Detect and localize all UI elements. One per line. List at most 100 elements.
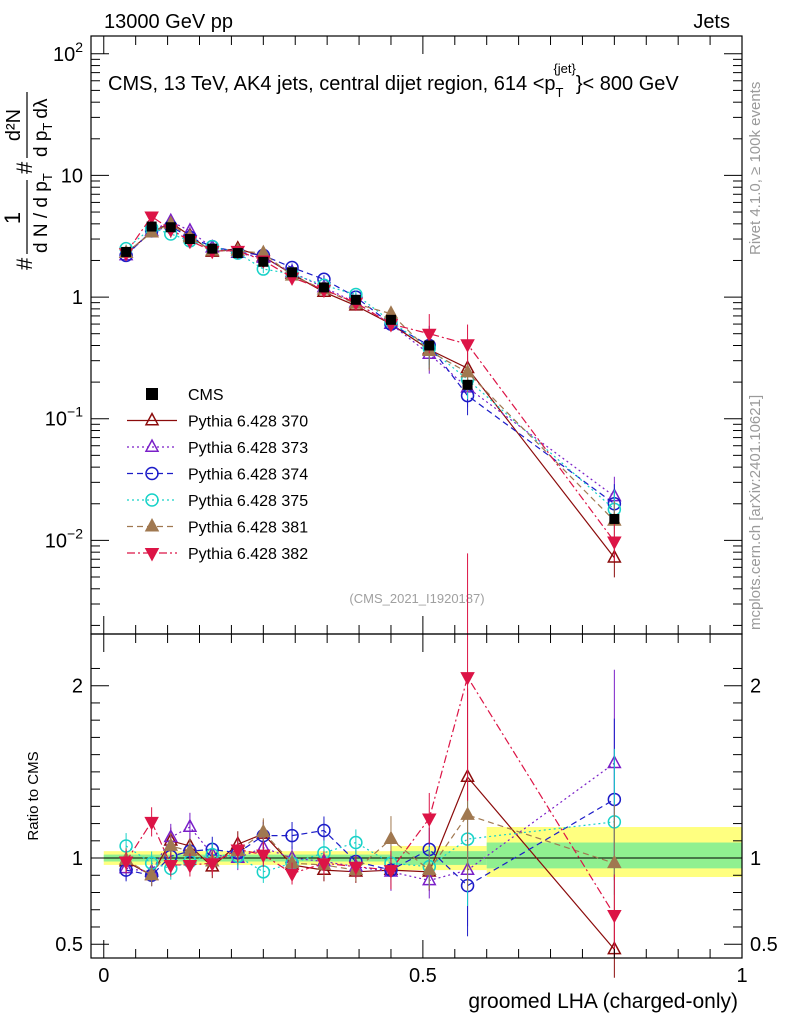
- analysis-id: (CMS_2021_I1920187): [349, 591, 484, 606]
- legend-item-5: Pythia 6.428 375: [127, 493, 308, 510]
- legend-marker: [144, 438, 160, 452]
- x-tick-label: 0: [98, 965, 109, 987]
- legend-label: Pythia 6.428 382: [188, 546, 308, 563]
- cms-data-point: [287, 267, 298, 278]
- cms-data-point: [318, 282, 329, 293]
- data-point-main: [607, 536, 622, 550]
- cms-data-point: [165, 222, 176, 233]
- cms-data-point: [462, 379, 473, 390]
- cms-data-point: [232, 248, 243, 259]
- main-y-tick-label: 10−2: [45, 525, 83, 552]
- data-point-ratio: [607, 854, 622, 869]
- cms-data-point: [258, 256, 269, 267]
- data-point-ratio: [144, 866, 159, 881]
- x-axis-label: groomed LHA (charged-only): [468, 990, 738, 1013]
- legend-marker: [144, 518, 160, 532]
- data-point-ratio: [284, 868, 300, 883]
- legend-item-4: Pythia 6.428 374: [127, 467, 308, 484]
- legend-item-7: Pythia 6.428 382: [127, 546, 308, 563]
- series-line-ratio: [126, 762, 615, 882]
- data-point-ratio: [383, 865, 399, 879]
- main-y-axis-label: # 1 d N / d pT # d²N d pTdλ: [0, 92, 55, 270]
- series-line-main: [125, 223, 615, 522]
- data-point-ratio: [460, 672, 475, 686]
- x-tick-label: 1: [736, 965, 747, 987]
- series-2: [118, 212, 622, 927]
- legend-item-1: CMS: [146, 387, 224, 404]
- legend: CMS Pythia 6.428 370 Pythia 6.428 373 Pythi…: [127, 387, 308, 563]
- series-4: [119, 221, 622, 907]
- series-line-ratio: [125, 814, 615, 877]
- main-y-tick-label: 102: [53, 39, 83, 66]
- data-point-main: [460, 339, 475, 353]
- legend-item-3: Pythia 6.428 373: [127, 438, 308, 457]
- cms-data-point: [207, 243, 218, 254]
- ratio-y-axis-label: Ratio to CMS: [25, 751, 42, 840]
- legend-label: Pythia 6.428 375: [188, 493, 308, 510]
- data-point-ratio: [118, 856, 134, 870]
- mcplots-label: mcplots.cern.ch [arXiv:2401.10621]: [747, 395, 764, 630]
- legend-item-6: Pythia 6.428 381: [127, 518, 308, 537]
- x-tick-label: 0.5: [409, 965, 437, 987]
- legend-marker: [144, 412, 160, 426]
- jets-label: Jets: [693, 11, 730, 33]
- legend-label: Pythia 6.428 370: [188, 414, 308, 431]
- ylabel-hash-1: #: [12, 257, 37, 270]
- rivet-label: Rivet 4.1.0, ≥ 100k events: [747, 82, 764, 255]
- ylabel-denominator-2: d pTdλ: [31, 98, 55, 157]
- cms-data-point: [146, 221, 157, 232]
- data-point-main: [460, 364, 475, 378]
- energy-label: 13000 GeV pp: [104, 11, 233, 33]
- ylabel-numerator-2: d²N: [3, 109, 25, 141]
- data-point-ratio: [205, 858, 220, 872]
- series-line-main: [125, 227, 615, 510]
- main-y-tick-label: 10: [61, 165, 83, 187]
- data-point-ratio: [230, 844, 246, 858]
- legend-marker: [146, 388, 158, 400]
- legend-marker: [145, 466, 159, 481]
- data-point-ratio: [285, 828, 299, 843]
- cms-data-point: [609, 513, 620, 524]
- main-y-tick-label: 10−1: [45, 404, 83, 431]
- data-point-ratio: [182, 859, 198, 874]
- ratio-plot-frame: [90, 633, 743, 959]
- data-point-ratio: [256, 849, 271, 864]
- ratio-y-tick-label-right: 0.5: [750, 934, 778, 956]
- series-5: [118, 215, 622, 922]
- ratio-y-tick-label: 2: [72, 676, 83, 698]
- series-line-ratio: [125, 675, 615, 916]
- data-point-main: [422, 328, 437, 343]
- ratio-y-tick-label-right: 1: [750, 848, 761, 870]
- data-point-ratio: [182, 818, 198, 832]
- ratio-y-tick-label-right: 2: [750, 676, 761, 698]
- data-point-ratio: [348, 861, 364, 876]
- legend-item-2: Pythia 6.428 370: [127, 412, 308, 431]
- main-y-tick-label: 1: [72, 287, 83, 309]
- data-point-ratio: [460, 806, 475, 820]
- ylabel-denominator-1: d N / d pT: [31, 173, 55, 253]
- legend-label: Pythia 6.428 373: [188, 440, 308, 457]
- cms-data-point: [121, 246, 132, 257]
- legend-marker: [145, 493, 159, 507]
- ratio-y-tick-label: 1: [72, 848, 83, 870]
- series-layer: [118, 211, 622, 978]
- cms-data-point: [350, 294, 361, 305]
- ylabel-hash-2: #: [12, 161, 37, 174]
- data-point-ratio: [316, 858, 332, 872]
- data-point-ratio: [383, 830, 399, 845]
- data-point-ratio: [163, 837, 179, 851]
- data-point-ratio: [163, 859, 179, 874]
- cms-data-point: [184, 234, 195, 245]
- legend-label: Pythia 6.428 374: [188, 467, 308, 484]
- cms-data-point: [424, 340, 435, 351]
- plot-title: CMS, 13 TeV, AK4 jets, central dijet reg…: [108, 61, 679, 100]
- data-point-main: [607, 549, 622, 563]
- series-cms: [121, 221, 620, 524]
- data-point-ratio: [422, 813, 437, 827]
- data-point-ratio: [607, 909, 622, 924]
- cms-data-point: [385, 314, 396, 325]
- data-point-ratio: [144, 816, 159, 831]
- data-point-ratio: [256, 823, 271, 838]
